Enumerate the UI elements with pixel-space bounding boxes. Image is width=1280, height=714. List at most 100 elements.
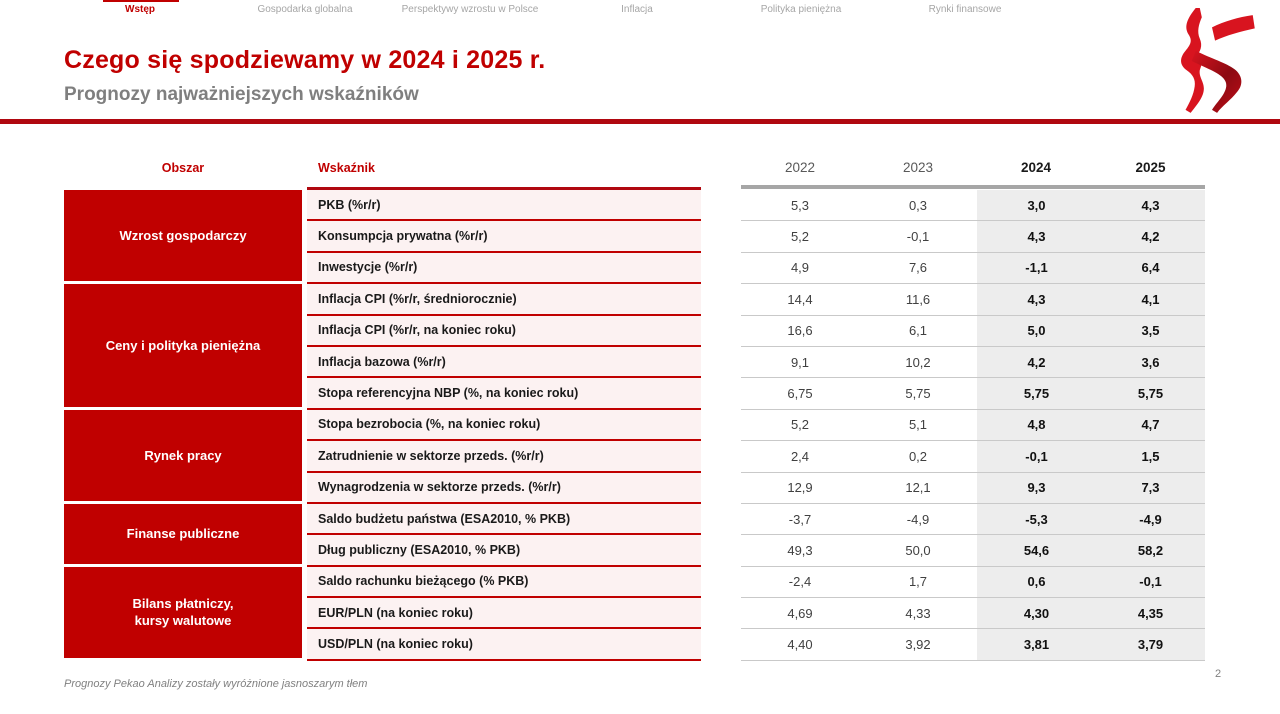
indicator-label: Zatrudnienie w sektorze przeds. (%r/r) <box>307 441 701 473</box>
value-2024: -0,1 <box>1025 448 1048 464</box>
value-2024: 9,3 <box>1027 480 1046 496</box>
value-2025: 7,3 <box>1141 480 1160 496</box>
active-tab-indicator <box>103 0 179 2</box>
value-2025: 3,79 <box>1137 637 1164 653</box>
value-2023: 0,2 <box>908 448 928 464</box>
table-row: 4,40 3,92 3,81 3,79 <box>741 629 1205 661</box>
value-2023: 6,1 <box>908 323 928 339</box>
value-2022: 4,40 <box>787 637 813 653</box>
value-2025: 4,1 <box>1141 291 1160 307</box>
pekao-bison-logo <box>1181 8 1255 113</box>
value-2024: 0,6 <box>1027 574 1046 590</box>
area-column: Wzrost gospodarczy Ceny i polityka pienię… <box>64 190 302 661</box>
indicator-label: Saldo rachunku bieżącego (% PKB) <box>307 566 701 599</box>
value-2023: 11,6 <box>905 291 931 307</box>
value-2023: 7,6 <box>908 260 928 276</box>
area-label: Wzrost gospodarczy <box>64 190 302 282</box>
table-row: 16,6 6,1 5,0 3,5 <box>741 316 1205 347</box>
indicator-column: PKB (%r/r) Konsumpcja prywatna (%r/r) Inwe… <box>307 187 701 661</box>
table-row: 49,3 50,0 54,6 58,2 <box>741 535 1205 567</box>
forecast-highlight-background <box>977 190 1205 661</box>
value-2025: -0,1 <box>1139 574 1162 590</box>
value-2025: 58,2 <box>1137 542 1164 558</box>
value-2022: 12,9 <box>787 480 813 496</box>
value-2025: 6,4 <box>1141 260 1160 276</box>
indicator-label: Stopa referencyjna NBP (%, na koniec rok… <box>307 378 701 410</box>
table-row: 12,9 12,1 9,3 7,3 <box>741 473 1205 504</box>
value-2022: -2,4 <box>788 574 812 590</box>
value-2024: 4,2 <box>1027 354 1046 370</box>
value-2025: 1,5 <box>1141 448 1160 464</box>
table-row: -2,4 1,7 0,6 -0,1 <box>741 567 1205 599</box>
value-2025: -4,9 <box>1139 511 1162 527</box>
nav-item-1[interactable]: Wstęp <box>125 4 155 15</box>
values-grid: 5,3 0,3 3,0 4,3 5,2 -0,1 4,3 4,2 4,9 7,6 -1,1 6,4 14… <box>741 190 1205 661</box>
indicator-label: USD/PLN (na koniec roku) <box>307 629 701 661</box>
value-2025: 4,3 <box>1141 197 1160 213</box>
table-row: 5,2 5,1 4,8 4,7 <box>741 410 1205 442</box>
table-row: 5,3 0,3 3,0 4,3 <box>741 190 1205 222</box>
value-2023: 3,92 <box>905 637 931 653</box>
indicator-label: PKB (%r/r) <box>307 190 701 222</box>
value-2023: -0,1 <box>906 229 930 245</box>
nav-item-2[interactable]: Gospodarka globalna <box>257 4 353 15</box>
value-2022: 2,4 <box>790 448 810 464</box>
value-2022: 6,75 <box>787 386 813 402</box>
footnote: Prognozy Pekao Analizy zostały wyróżnion… <box>64 678 368 690</box>
value-2025: 3,6 <box>1141 354 1160 370</box>
table-row: -3,7 -4,9 -5,3 -4,9 <box>741 504 1205 536</box>
value-2023: 0,3 <box>908 197 928 213</box>
indicator-label: Konsumpcja prywatna (%r/r) <box>307 221 701 253</box>
value-2024: -5,3 <box>1025 511 1048 527</box>
value-2023: 4,33 <box>905 605 931 621</box>
indicator-label: Stopa bezrobocia (%, na koniec roku) <box>307 409 701 442</box>
value-2023: 5,75 <box>905 386 931 402</box>
area-label: Ceny i polityka pieniężna <box>64 284 302 407</box>
value-2023: 5,1 <box>908 417 928 433</box>
value-2022: 9,1 <box>790 354 810 370</box>
value-2024: 3,0 <box>1027 197 1046 213</box>
value-2022: -3,7 <box>788 511 812 527</box>
value-2022: 5,2 <box>790 417 810 433</box>
value-2023: -4,9 <box>906 511 930 527</box>
value-2025: 5,75 <box>1137 386 1164 402</box>
nav-item-6[interactable]: Rynki finansowe <box>928 4 1002 15</box>
value-2023: 1,7 <box>908 574 928 590</box>
area-label: Bilans płatniczy, kursy walutowe <box>64 566 302 658</box>
col-header-2022: 2022 <box>784 160 816 175</box>
indicator-label: Inflacja CPI (%r/r, na koniec roku) <box>307 315 701 347</box>
value-2023: 10,2 <box>905 354 931 370</box>
value-2025: 4,7 <box>1141 417 1160 433</box>
value-2022: 4,69 <box>787 605 813 621</box>
area-label: Rynek pracy <box>64 409 302 501</box>
value-2022: 16,6 <box>787 323 813 339</box>
col-header-2025: 2025 <box>1135 160 1166 175</box>
table-row: 2,4 0,2 -0,1 1,5 <box>741 441 1205 473</box>
table-row: 9,1 10,2 4,2 3,6 <box>741 347 1205 379</box>
value-2025: 3,5 <box>1141 323 1160 339</box>
nav-item-4[interactable]: Inflacja <box>621 4 653 15</box>
indicator-label: Wynagrodzenia w sektorze przeds. (%r/r) <box>307 472 701 504</box>
nav-item-5[interactable]: Polityka pieniężna <box>760 4 842 15</box>
page-number: 2 <box>1214 668 1222 680</box>
area-label: Finanse publiczne <box>64 504 302 564</box>
col-header-2024: 2024 <box>1020 160 1052 175</box>
indicator-label: EUR/PLN (na koniec roku) <box>307 598 701 630</box>
value-2022: 14,4 <box>787 291 813 307</box>
value-2024: 4,3 <box>1027 291 1046 307</box>
indicator-label: Dług publiczny (ESA2010, % PKB) <box>307 535 701 567</box>
value-2023: 12,1 <box>905 480 931 496</box>
page-subtitle: Prognozy najważniejszych wskaźników <box>64 84 419 105</box>
value-2023: 50,0 <box>905 542 931 558</box>
page-title: Czego się spodziewamy w 2024 i 2025 r. <box>64 46 546 74</box>
value-2022: 4,9 <box>790 260 810 276</box>
value-2022: 5,2 <box>790 229 810 245</box>
value-2024: 54,6 <box>1023 542 1050 558</box>
nav-item-3[interactable]: Perspektywy wzrostu w Polsce <box>401 4 539 15</box>
header-divider <box>0 119 1280 124</box>
value-2024: 5,0 <box>1027 323 1046 339</box>
value-2024: -1,1 <box>1025 260 1048 276</box>
col-header-indicator: Wskaźnik <box>318 161 375 175</box>
value-2025: 4,2 <box>1141 229 1160 245</box>
value-2024: 4,8 <box>1027 417 1046 433</box>
